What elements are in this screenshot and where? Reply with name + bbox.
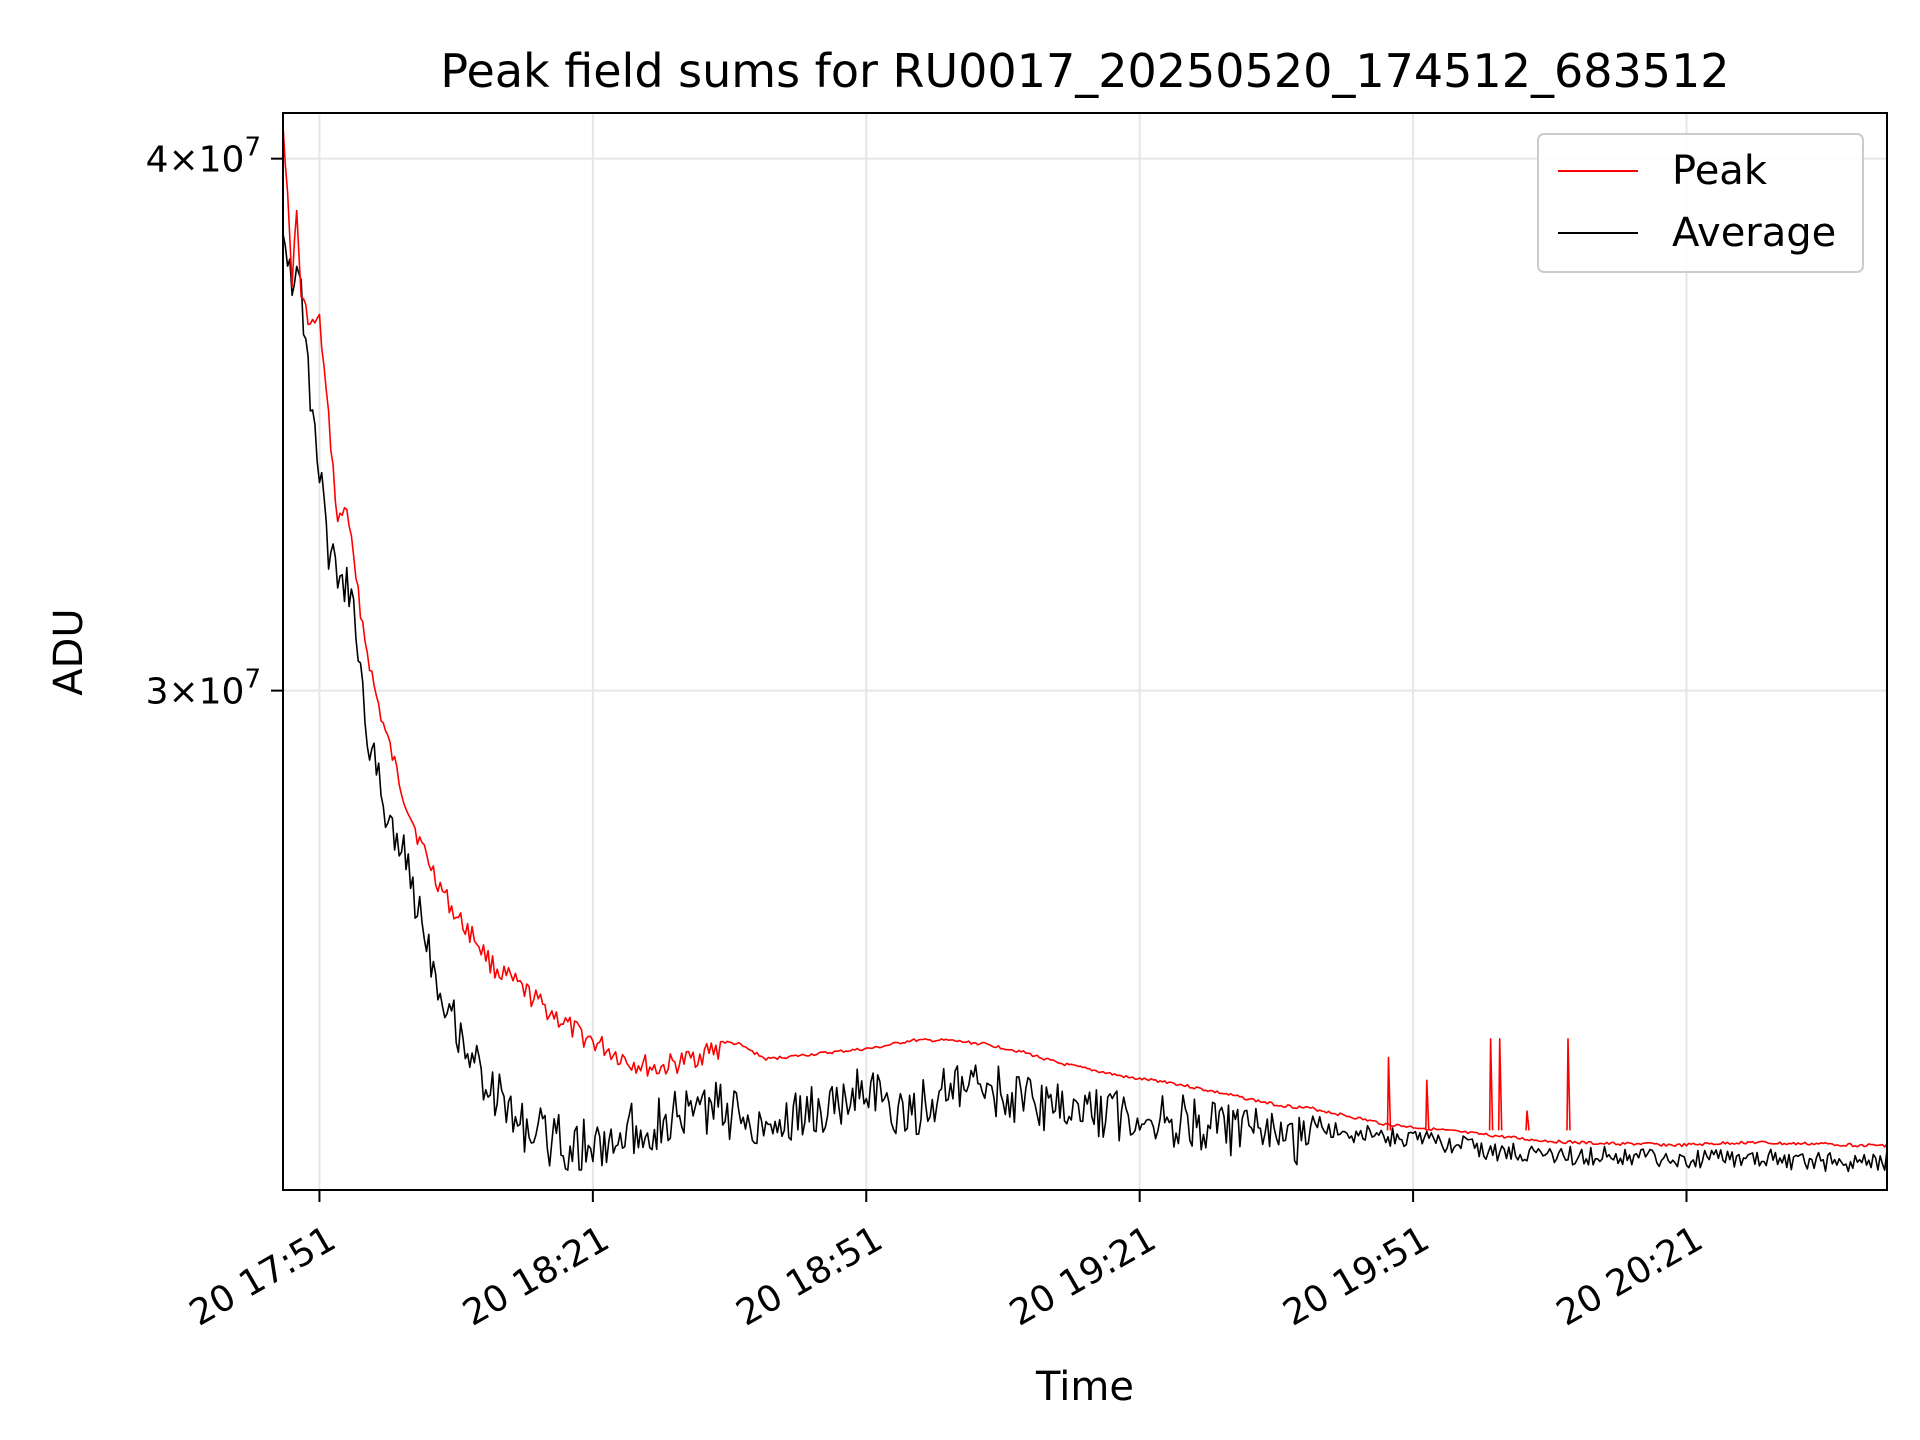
- plot-frame: [282, 112, 1888, 1191]
- series-line-peak: [282, 125, 1888, 1148]
- series-lines: [282, 125, 1888, 1173]
- y-tick-label: 3×107: [146, 665, 261, 713]
- legend-box: [1537, 133, 1864, 273]
- legend-label-peak: Peak: [1672, 148, 1768, 194]
- legend-label-average: Average: [1672, 210, 1836, 256]
- y-axis-label: ADU: [46, 608, 92, 695]
- legend: Peak Average: [1537, 133, 1864, 273]
- y-tick-label: 4×107: [146, 133, 261, 181]
- x-axis-label: Time: [1035, 1364, 1134, 1410]
- chart-title: Peak field sums for RU0017_20250520_1745…: [440, 44, 1729, 98]
- series-line-average: [282, 233, 1888, 1173]
